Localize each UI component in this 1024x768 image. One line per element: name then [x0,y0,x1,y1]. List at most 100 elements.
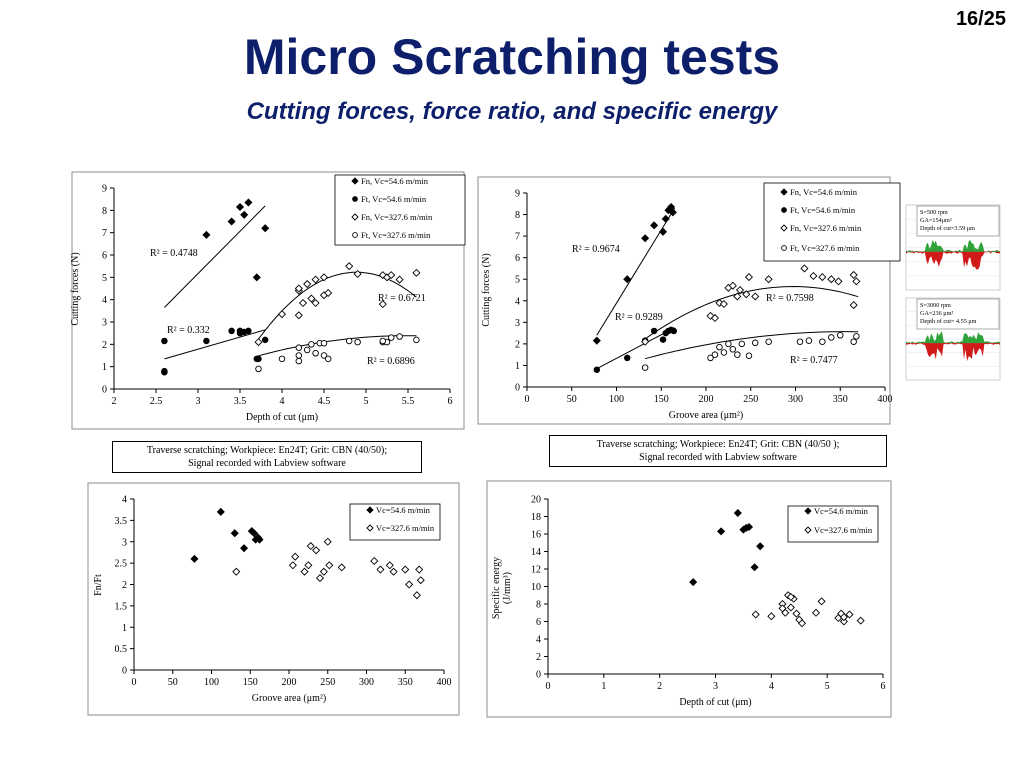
x-tick-label: 400 [878,394,893,405]
x-tick-label: 250 [320,677,335,688]
x-tick-label: 2 [657,681,662,692]
data-point [300,567,309,576]
data-point [811,608,821,617]
data-point [294,311,303,320]
data-point [298,298,308,308]
x-tick-label: 0 [546,681,551,692]
data-point [764,275,773,284]
data-point [319,273,329,282]
legend-marker [352,196,358,202]
data-point [278,355,286,363]
data-point [707,354,714,362]
data-point [828,334,835,341]
data-point [641,234,650,243]
caption-right: Traverse scratching; Workpiece: En24T; G… [549,435,887,467]
y-tick-label: 2.5 [115,559,128,570]
data-point [378,300,387,309]
series-2 [161,327,269,376]
y-tick-label: 20 [531,495,541,506]
data-point [319,567,328,576]
data-point [235,202,245,212]
data-point [834,277,843,286]
data-point [839,617,848,626]
signal-inset-top-info-line: S=500 rpm [920,209,948,216]
data-point [650,327,658,335]
caption-left: Traverse scratching; Workpiece: En24T; G… [112,441,422,473]
y-tick-label: 5 [515,275,520,286]
data-point [303,279,312,289]
trendline-r2-label: R² = 0.7477 [790,355,838,366]
signal-inset-top-info-line: GA=154μm² [920,217,952,224]
data-point [416,576,425,585]
y-tick-label: 2 [102,340,107,351]
trendline-r2-label: R² = 0.6896 [367,356,415,367]
data-point [240,544,249,553]
data-point [161,337,168,345]
data-point [232,567,241,576]
x-tick-label: 300 [359,677,374,688]
x-tick-label: 50 [567,394,577,405]
data-point [745,352,753,359]
x-tick-label: 3 [196,396,201,407]
series-2 [232,537,425,600]
x-tick-label: 300 [788,394,803,405]
data-point [312,350,319,357]
data-point [792,609,801,618]
data-point [255,355,262,363]
y-tick-label: 1 [515,361,520,372]
y-tick-label: 18 [531,512,541,523]
slide-subtitle: Cutting forces, force ratio, and specifi… [246,98,778,125]
data-point [236,329,244,337]
x-tick-label: 100 [204,677,219,688]
caption-right-line-1: Traverse scratching; Workpiece: En24T; G… [596,439,840,450]
data-point [849,301,858,310]
legend-entry: Vc=327.6 m/min [814,525,873,535]
trendline [644,331,859,360]
y-tick-label: 2 [122,580,127,591]
data-point [291,552,300,561]
y-tick-label: 1.5 [115,601,128,612]
y-tick-label: 0 [102,385,107,396]
data-point [389,567,398,576]
x-tick-label: 200 [699,394,714,405]
data-point [839,613,848,622]
data-point [796,338,804,345]
y-tick-label: 0 [515,383,520,394]
data-point [593,366,601,374]
legend-entry: Fn, Vc=327.6 m/min [361,212,433,222]
y-tick-label: 12 [531,565,541,576]
data-point [295,344,303,351]
data-point [856,616,865,625]
trendline [596,327,675,370]
data-point [203,337,210,345]
signal-inset-bottom-info-line: Depth of cut= 4.55 μm [920,318,977,325]
x-tick-label: 2.5 [150,396,163,407]
data-point [250,529,259,538]
y-tick-label: 7 [102,228,107,239]
data-point [387,271,396,280]
x-tick-label: 5 [825,681,830,692]
data-point [744,273,753,282]
y-tick-label: 3 [122,537,127,548]
x-tick-label: 350 [398,677,413,688]
signal-inset-top-info-line: Depth of cut=3.59 μm [920,225,975,232]
data-point [659,227,668,236]
data-point [202,230,211,239]
x-tick-label: 6 [448,396,453,407]
data-point [809,271,818,281]
x-axis-label: Depth of cut (μm) [679,697,751,708]
chart-1: 2 2.5 3 3.5 4 4.5 5 5.5 6 0 1 2 3 4 5 6 7 8 9 Depth of cut … [70,171,466,430]
y-tick-label: 4 [102,295,107,306]
data-point [786,592,795,602]
data-point [353,269,362,279]
data-point [738,340,746,348]
x-tick-label: 150 [654,394,669,405]
data-point [303,346,311,354]
data-point [324,355,332,363]
data-point [295,357,303,365]
y-axis-label: Cutting forces (N) [70,252,81,325]
legend-entry: Vc=54.6 m/min [814,506,869,516]
